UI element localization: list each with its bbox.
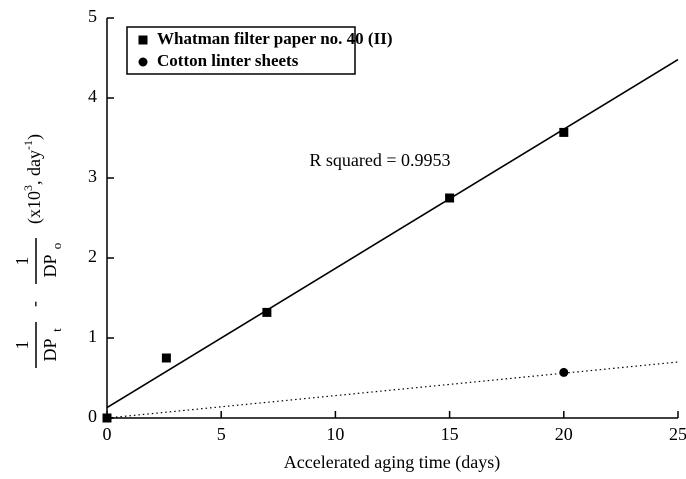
y-label-operator: - [24,301,44,307]
y-label-units: (x103, day-1) [21,134,45,224]
y-tick-label: 1 [88,326,97,346]
legend-marker [138,57,148,67]
y-label-sub: o [49,243,64,250]
legend-box [126,26,356,75]
marker [161,353,171,363]
legend-label: Cotton linter sheets [157,51,299,70]
y-label-units-part: 3 [21,185,35,191]
y-label-units-part: -1 [21,140,35,150]
y-axis-label: 1 DP t - 1 DP o (x103, day-1) [12,134,64,368]
x-tick-label: 0 [103,424,112,444]
fit-line [106,361,679,419]
legend-marker [138,35,148,45]
y-tick-label: 2 [88,246,97,266]
annotation: R squared = 0.9953 [309,150,450,170]
y-tick-label: 0 [88,406,97,426]
y-label-den: DP [40,338,60,361]
y-label-units-part: (x10 [24,191,45,224]
y-label-num: 1 [12,257,32,266]
y-label-sub: t [49,328,64,332]
x-tick-label: 10 [326,424,344,444]
x-tick-label: 20 [555,424,573,444]
y-tick-label: 5 [88,6,97,26]
y-label-units-part: , day [24,150,44,185]
x-tick-label: 15 [441,424,459,444]
y-label-den: DP [40,254,60,277]
x-tick-label: 25 [669,424,686,444]
marker [559,367,569,377]
x-tick-label: 5 [217,424,226,444]
legend-label: Whatman filter paper no. 40 (II) [157,29,393,48]
y-tick-label: 3 [88,166,97,186]
marker [559,127,569,137]
fit-line [106,58,679,409]
marker [102,413,112,423]
marker [445,193,455,203]
marker [262,307,272,317]
x-axis-label: Accelerated aging time (days) [284,452,500,473]
y-label-units-part: ) [24,134,45,140]
y-label-num: 1 [12,341,32,350]
y-tick-label: 4 [88,86,97,106]
